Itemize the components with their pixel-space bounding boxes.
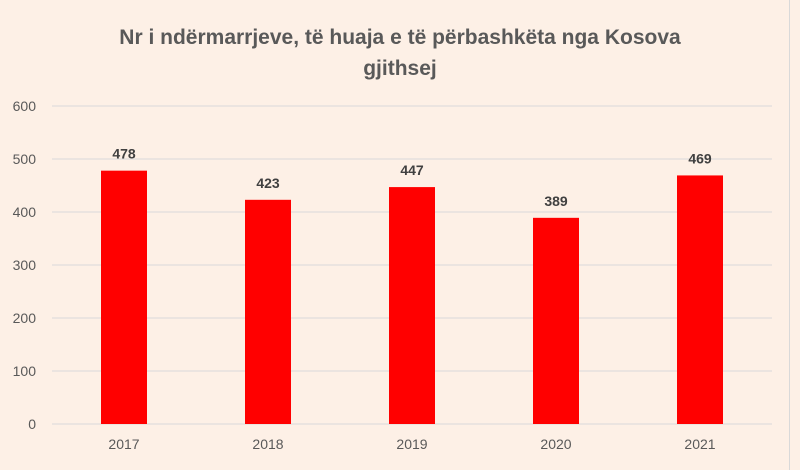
chart-title: Nr i ndërmarrjeve, të huaja e të përbash… — [0, 22, 800, 84]
chart-title-line-1: Nr i ndërmarrjeve, të huaja e të përbash… — [119, 26, 681, 49]
bar-2020 — [533, 217, 579, 424]
bar-2019 — [389, 187, 435, 424]
y-tick-label: 200 — [13, 310, 37, 326]
data-label: 423 — [256, 175, 280, 191]
y-tick-label: 500 — [13, 151, 37, 167]
sheet-gridline — [789, 0, 790, 470]
bars — [101, 170, 723, 424]
x-tick-label: 2020 — [540, 436, 571, 452]
y-tick-label: 400 — [13, 204, 37, 220]
chart-title-line-2: gjithsej — [363, 57, 437, 80]
data-label: 389 — [544, 193, 568, 209]
y-tick-label: 600 — [13, 98, 37, 114]
data-label: 469 — [688, 150, 712, 166]
y-tick-label: 100 — [13, 363, 37, 379]
y-axis-tick-labels: 0 100 200 300 400 500 600 — [13, 98, 37, 432]
data-labels: 478 423 447 389 469 — [112, 146, 712, 209]
y-tick-label: 0 — [28, 416, 36, 432]
y-tick-label: 300 — [13, 257, 37, 273]
x-tick-label: 2018 — [252, 436, 283, 452]
x-tick-label: 2019 — [396, 436, 427, 452]
data-label: 478 — [112, 146, 136, 162]
data-label: 447 — [400, 162, 424, 178]
x-tick-label: 2017 — [108, 436, 139, 452]
x-axis-tick-labels: 2017 2018 2019 2020 2021 — [108, 436, 715, 452]
x-tick-label: 2021 — [684, 436, 715, 452]
bar-2017 — [101, 170, 147, 424]
bar-2021 — [677, 175, 723, 424]
bar-2018 — [245, 199, 291, 424]
